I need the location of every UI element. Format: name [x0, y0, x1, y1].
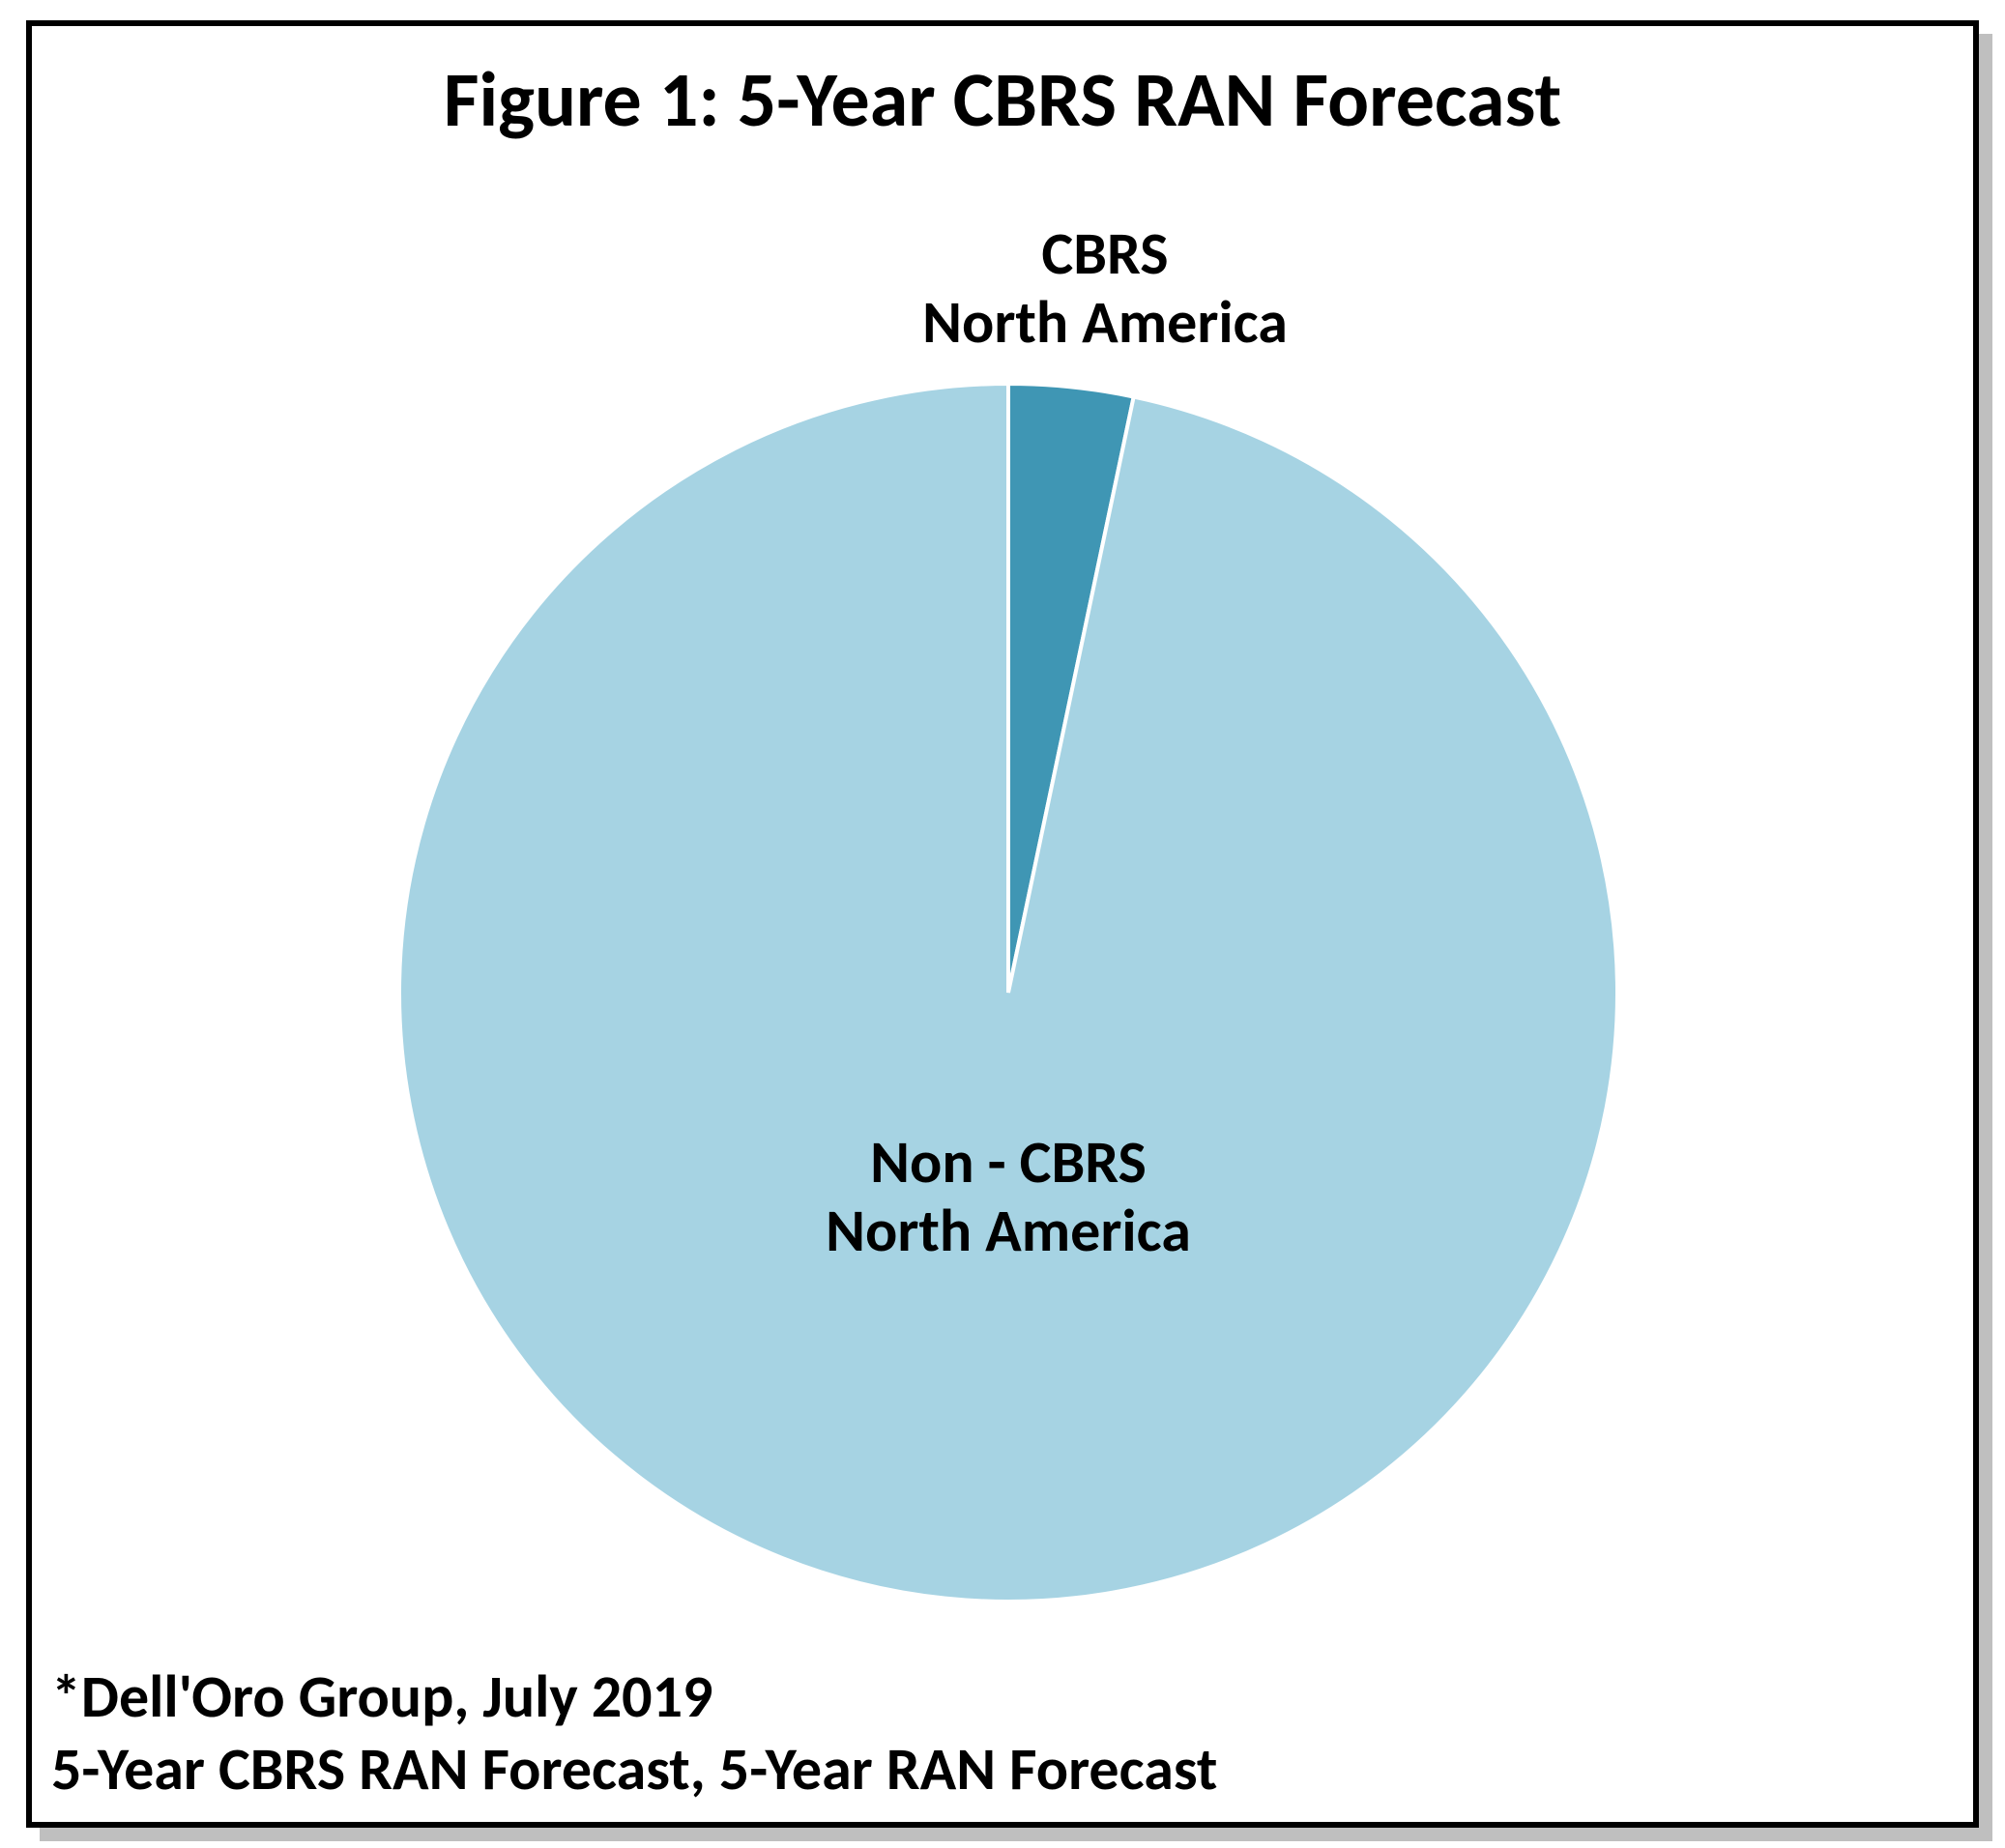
label-noncbrs-line1: Non - CBRS: [870, 1125, 1147, 1198]
footer-line2: 5-Year CBRS RAN Forecast, 5-Year RAN For…: [51, 1732, 1217, 1805]
pie-slice: [399, 384, 1617, 1602]
label-noncbrs: Non - CBRS North America: [826, 1128, 1191, 1266]
figure-frame: Figure 1: 5-Year CBRS RAN Forecast CBRS …: [26, 20, 1979, 1828]
label-noncbrs-line2: North America: [826, 1194, 1191, 1267]
label-cbrs-line2: North America: [922, 285, 1288, 359]
footer-line1: *Dell'Oro Group, July 2019: [51, 1660, 712, 1733]
label-cbrs: CBRS North America: [922, 219, 1288, 358]
label-cbrs-line1: CBRS: [1041, 217, 1168, 290]
figure-footer: *Dell'Oro Group, July 2019 5-Year CBRS R…: [51, 1660, 1217, 1805]
